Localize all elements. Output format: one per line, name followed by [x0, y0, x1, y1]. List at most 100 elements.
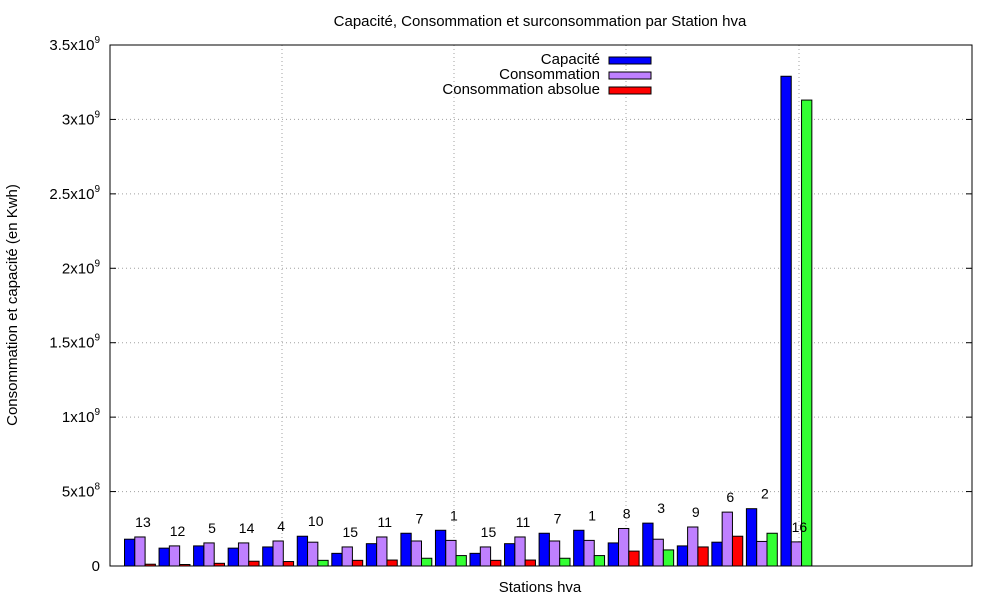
bar-capacite	[400, 532, 412, 567]
y-tick-label: 1.5x109	[49, 333, 100, 352]
bar-consommation	[272, 540, 284, 567]
bar-capacite	[504, 543, 516, 567]
bar-consommation	[548, 540, 561, 567]
bar-consommation	[583, 539, 595, 567]
bar-consommation-absolue	[386, 559, 398, 567]
bar-consommation-absolue	[317, 559, 329, 567]
bar-consommation	[445, 539, 457, 567]
y-tick-label: 5x108	[62, 482, 101, 501]
station-label: 6	[726, 489, 734, 505]
y-axis-ticks: 0 5x108 1x109 1.5x109 2x109 2.5x109 3x109 3.5x1…	[49, 35, 972, 575]
station-label: 1	[588, 507, 596, 523]
station-label: 10	[308, 513, 324, 529]
legend-swatch	[608, 71, 652, 80]
bar-consommation-absolue	[282, 561, 295, 567]
station-label: 9	[692, 504, 700, 520]
station-label: 7	[554, 510, 562, 526]
station-label: 8	[623, 505, 631, 521]
bar-consommation	[168, 545, 181, 567]
bar-consommation-absolue	[351, 559, 364, 567]
bar-capacite	[607, 542, 620, 567]
bar-consommation-absolue	[662, 549, 675, 567]
y-tick-label: 3.5x109	[49, 35, 100, 54]
bar-consommation-absolue	[766, 532, 778, 567]
bar-capacite	[124, 538, 136, 567]
bar-consommation	[237, 542, 250, 567]
station-labels: 13 12 5 14 4 10 15 11 7 1 15 11 7 1 8 3 9 6 2 16	[135, 486, 807, 540]
bar-capacite	[469, 552, 481, 567]
station-label: 13	[135, 514, 151, 530]
station-label: 15	[342, 524, 358, 540]
station-label: 4	[277, 518, 285, 534]
bars	[124, 75, 813, 567]
bar-consommation-absolue	[248, 560, 260, 567]
station-label: 11	[516, 514, 531, 530]
station-label: 5	[208, 520, 216, 536]
bar-capacite	[745, 508, 758, 567]
bar-capacite	[434, 529, 447, 567]
bar-capacite	[193, 545, 205, 567]
bar-consommation	[790, 541, 803, 567]
y-tick-label: 0	[92, 558, 100, 575]
station-label: 14	[239, 520, 255, 536]
plot-frame	[109, 44, 973, 567]
bar-capacite	[573, 529, 585, 567]
bar-capacite	[642, 522, 654, 567]
bar-consommation-absolue	[731, 535, 744, 567]
bar-consommation	[756, 540, 768, 567]
bar-consommation-absolue	[421, 557, 433, 567]
y-tick-label: 2.5x109	[49, 184, 100, 203]
bar-capacite	[227, 547, 239, 567]
bar-capacite	[158, 547, 170, 567]
bar-consommation-absolue	[697, 546, 709, 567]
bar-capacite	[296, 535, 309, 567]
station-label: 7	[415, 510, 423, 526]
legend-label: Capacité	[541, 51, 600, 68]
chart-title: Capacité, Consommation et surconsommatio…	[334, 13, 747, 30]
bar-consommation-absolue	[559, 557, 571, 567]
y-axis-label: Consommation et capacité (en Kwh)	[4, 184, 21, 426]
bar-consommation	[618, 527, 630, 567]
bar-consommation	[687, 526, 699, 567]
bar-consommation	[410, 540, 423, 567]
bar-consommation	[479, 546, 492, 567]
bar-consommation-absolue	[628, 550, 640, 567]
y-tick-label: 2x109	[62, 258, 101, 277]
bar-consommation	[721, 511, 733, 567]
station-label: 3	[657, 500, 665, 516]
station-label: 11	[378, 514, 393, 530]
bar-capacite	[676, 545, 689, 567]
legend-swatch	[608, 56, 652, 65]
legend-label: Consommation absolue	[442, 81, 600, 98]
bar-consommation	[514, 536, 526, 567]
station-label: 16	[792, 519, 808, 535]
legend-swatch	[608, 86, 652, 95]
bar-capacite	[365, 543, 378, 567]
station-label: 2	[761, 486, 769, 502]
y-tick-label: 3x109	[62, 109, 101, 128]
bar-consommation	[134, 536, 146, 567]
station-label: 1	[450, 507, 458, 523]
bar-consommation-absolue	[490, 559, 502, 567]
x-axis-label: Stations hva	[499, 579, 582, 596]
bar-capacite	[331, 552, 343, 567]
bar-consommation	[341, 546, 353, 567]
bar-consommation-absolue	[455, 555, 467, 567]
bar-consommation-absolue	[524, 559, 536, 567]
bar-consommation	[652, 538, 664, 567]
bar-consommation-absolue	[593, 555, 606, 567]
grid-lines	[110, 45, 972, 566]
legend-label: Consommation	[499, 66, 600, 83]
station-label: 12	[170, 523, 186, 539]
bar-capacite	[262, 546, 274, 567]
bar-consommation	[307, 541, 319, 567]
bar-capacite	[711, 541, 723, 567]
y-tick-label: 1x109	[62, 407, 101, 426]
bar-consommation	[376, 536, 388, 567]
bar-consommation-absolue	[801, 99, 813, 567]
bar-capacite	[538, 532, 550, 567]
bar-consommation	[203, 542, 215, 567]
bar-capacite	[780, 75, 792, 567]
